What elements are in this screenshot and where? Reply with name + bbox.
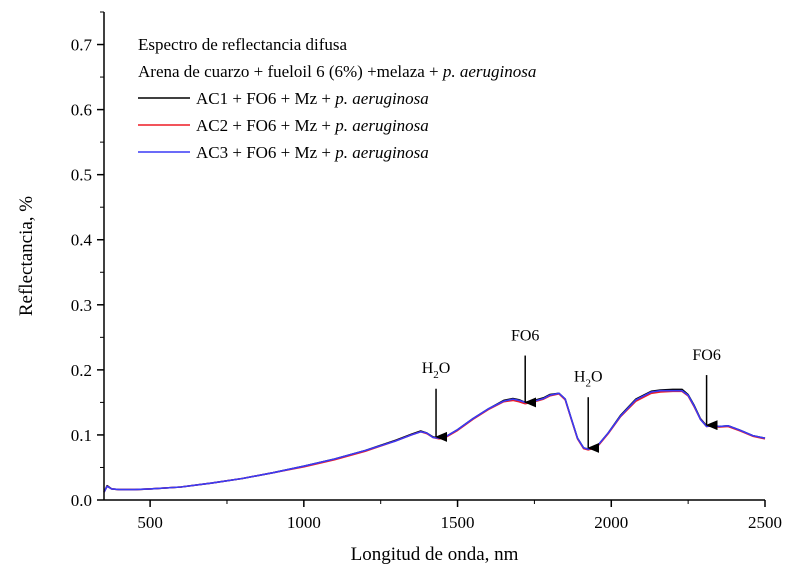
annotation-label: FO6	[692, 347, 720, 364]
x-tick-label: 500	[137, 513, 163, 532]
legend-label-2: AC2 + FO6 + Mz + p. aeruginosa	[196, 116, 429, 135]
axes: 0.0 0.1 0.2 0.3 0.4 0.5 0.6 0.7 500 1000 1500 2000 2…	[16, 11, 782, 565]
annotation-label: H2O	[422, 360, 451, 381]
y-tick-label: 0.2	[71, 361, 92, 380]
y-tick-label: 0.7	[71, 36, 93, 55]
x-tick-label: 1000	[287, 513, 321, 532]
y-tick-label: 0.5	[71, 166, 92, 185]
y-tick-label: 0.3	[71, 296, 92, 315]
legend-label-3: AC3 + FO6 + Mz + p. aeruginosa	[196, 143, 429, 162]
chart-title-line-1: Espectro de reflectancia difusa	[138, 35, 348, 54]
y-tick-label: 0.1	[71, 426, 92, 445]
y-axis-title: Reflectancia, %	[16, 196, 37, 316]
y-tick-label: 0.6	[71, 101, 92, 120]
chart-title-line-2: Arena de cuarzo + fueloil 6 (6%) +melaza…	[138, 62, 536, 81]
y-tick-label: 0.0	[71, 491, 92, 510]
series-line-3	[103, 389, 766, 493]
legend: Espectro de reflectancia difusa Arena de …	[138, 35, 536, 162]
series-line-1	[103, 388, 766, 493]
series-lines	[103, 388, 766, 493]
legend-label-1: AC1 + FO6 + Mz + p. aeruginosa	[196, 89, 429, 108]
series-line-2	[103, 390, 766, 493]
annotations: H2O FO6 H2O FO6	[422, 328, 721, 453]
x-axis-title: Longitud de onda, nm	[351, 544, 519, 565]
x-tick-label: 2000	[594, 513, 628, 532]
annotation-label: H2O	[574, 369, 603, 390]
x-tick-label: 1500	[441, 513, 475, 532]
y-tick-label: 0.4	[71, 231, 93, 250]
annotation-label: FO6	[511, 328, 539, 345]
x-tick-label: 2500	[748, 513, 782, 532]
